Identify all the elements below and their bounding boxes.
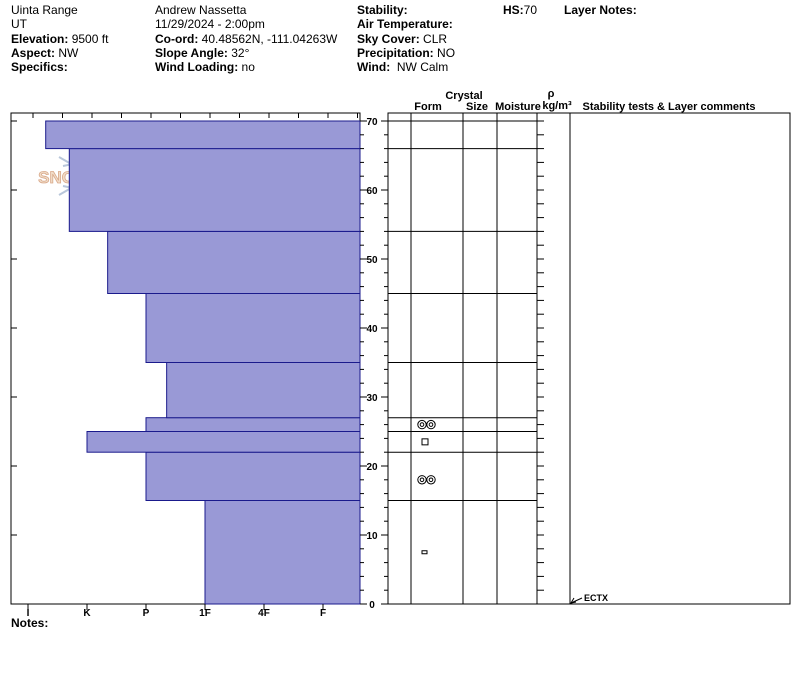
- hardness-tick-label-1F: 1F: [199, 608, 211, 619]
- hardness-bar-4: [166, 362, 361, 419]
- layer-notes-label: Layer Notes:: [564, 3, 637, 17]
- precipitation: Precipitation: NO: [357, 46, 455, 60]
- hardness-bar-0: [204, 500, 361, 605]
- notes-label: Notes:: [11, 616, 49, 630]
- stability-label: Stability:: [357, 3, 408, 17]
- sky-value: CLR: [423, 32, 448, 46]
- grain-form-symbol-3: [421, 550, 428, 555]
- range-name: Uinta Range: [11, 3, 78, 17]
- specifics-label: Specifics:: [11, 60, 68, 74]
- stability-header: Stability tests & Layer comments: [582, 101, 755, 113]
- slope-value: 32°: [231, 46, 250, 60]
- height-tick-label-60: 60: [366, 186, 378, 197]
- height-tick-label-70: 70: [366, 117, 378, 128]
- snow-height: HS:70: [503, 3, 537, 17]
- aspect: Aspect: NW: [11, 46, 78, 60]
- hardness-bar-1: [145, 451, 361, 502]
- wind-loading-value: no: [241, 60, 255, 74]
- hardness-bar-3: [145, 417, 361, 433]
- hardness-bar-7: [68, 148, 361, 232]
- hardness-tick-label-K: K: [83, 608, 91, 619]
- precip-label: Precipitation:: [357, 46, 434, 60]
- coord-label: Co-ord:: [155, 32, 199, 46]
- observer-name: Andrew Nassetta: [155, 3, 247, 17]
- height-tick-label-50: 50: [366, 255, 378, 266]
- coord-value: 40.48562N, -111.04263W: [201, 32, 338, 46]
- state-name: UT: [11, 17, 27, 31]
- hardness-tick-label-4F: 4F: [258, 608, 270, 619]
- elevation-label: Elevation:: [11, 32, 69, 46]
- sky-cover: Sky Cover: CLR: [357, 32, 447, 46]
- wind-loading-label: Wind Loading:: [155, 60, 239, 74]
- precip-value: NO: [437, 46, 456, 60]
- height-tick-label-40: 40: [366, 324, 378, 335]
- elevation-value: 9500 ft: [71, 32, 109, 46]
- ectx-annotation: ECTX: [569, 593, 608, 604]
- sky-label: Sky Cover:: [357, 32, 420, 46]
- layer-table-frame: [387, 112, 791, 605]
- hardness-tick-label-F: F: [320, 608, 326, 619]
- observation-datetime: 11/29/2024 - 2:00pm: [155, 17, 265, 31]
- hs-label: HS:: [503, 3, 524, 17]
- hardness-bar-6: [107, 230, 361, 294]
- height-tick-label-0: 0: [369, 600, 375, 611]
- wind-value: NW Calm: [396, 60, 449, 74]
- ectx-label: ECTX: [584, 593, 608, 603]
- density-symbol: ρ: [548, 88, 555, 100]
- wind-loading: Wind Loading: no: [155, 60, 255, 74]
- grain-form-symbol-0: [417, 419, 436, 430]
- crystal-header: Crystal: [445, 90, 482, 102]
- aspect-value: NW: [58, 46, 79, 60]
- air-temp-label: Air Temperature:: [357, 17, 453, 31]
- grain-form-symbol-1: [421, 438, 429, 446]
- hardness-tick-label-I: I: [27, 608, 30, 619]
- height-tick-label-20: 20: [366, 462, 378, 473]
- aspect-label: Aspect:: [11, 46, 56, 60]
- hardness-tick-label-P: P: [143, 608, 150, 619]
- slope-label: Slope Angle:: [155, 46, 228, 60]
- wind-label: Wind:: [357, 60, 391, 74]
- hardness-bar-5: [145, 293, 361, 363]
- height-tick-label-10: 10: [366, 531, 378, 542]
- grain-form-symbol-2: [417, 475, 436, 485]
- height-tick-label-30: 30: [366, 393, 378, 404]
- coordinates: Co-ord: 40.48562N, -111.04263W: [155, 32, 337, 46]
- size-header: Size: [466, 101, 488, 113]
- slope-angle: Slope Angle: 32°: [155, 46, 249, 60]
- elevation: Elevation: 9500 ft: [11, 32, 108, 46]
- density-unit: kg/m³: [542, 100, 572, 112]
- hs-value: 70: [523, 3, 538, 17]
- wind: Wind: NW Calm: [357, 60, 448, 74]
- hardness-bar-2: [86, 431, 361, 453]
- hardness-bar-8: [45, 120, 361, 150]
- form-header: Form: [414, 101, 442, 113]
- moisture-header: Moisture: [495, 101, 541, 113]
